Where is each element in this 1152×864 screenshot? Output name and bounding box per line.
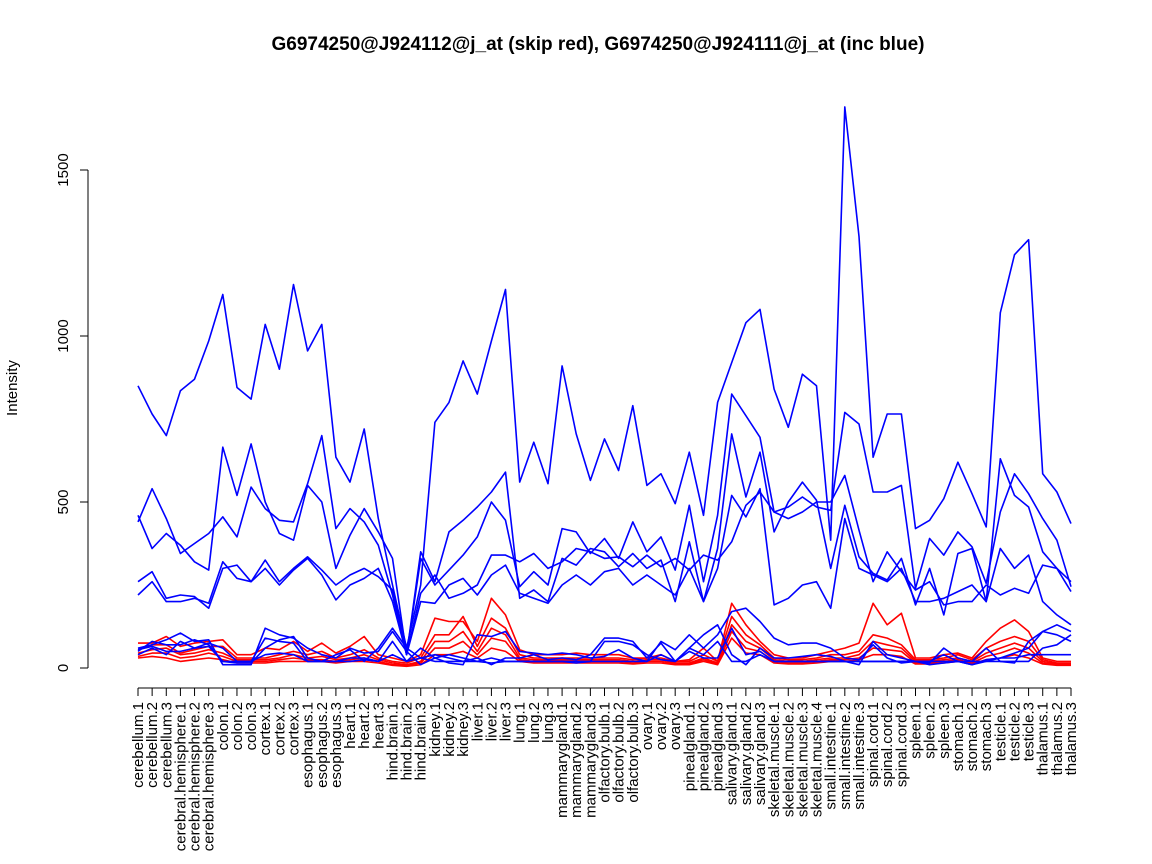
- x-tick-label: pinealgland.2: [695, 702, 712, 791]
- chart-title: G6974250@J924112@j_at (skip red), G69742…: [272, 34, 925, 55]
- x-axis: cerebellum.1cerebellum.2cerebellum.3cere…: [130, 687, 1080, 851]
- x-tick-label: kidney.3: [455, 702, 472, 757]
- x-tick-label: skeletal.muscle.1: [766, 702, 783, 817]
- x-tick-label: mammarygland.2: [568, 702, 585, 818]
- x-tick-label: lung.3: [540, 702, 557, 743]
- skip-series-line: [138, 597, 1071, 663]
- x-tick-label: cortex.3: [286, 702, 303, 755]
- x-tick-label: cortex.2: [271, 702, 288, 755]
- x-tick-label: olfactory.bulb.2: [611, 702, 628, 803]
- x-tick-label: heart.3: [370, 702, 387, 749]
- x-tick-label: stomach.2: [964, 702, 981, 771]
- x-tick-label: cerebral.hemisphere.2: [187, 702, 204, 851]
- x-tick-label: liver.1: [469, 702, 486, 741]
- inc-series-line: [137, 106, 1072, 649]
- x-tick-label: spinal.cord.1: [865, 702, 882, 787]
- x-tick-label: cortex.1: [257, 702, 274, 755]
- x-tick-label: stomach.1: [950, 702, 967, 771]
- x-tick-label: spleen.2: [922, 702, 939, 759]
- x-tick-label: mammarygland.1: [554, 702, 571, 818]
- x-tick-label: skeletal.muscle.4: [809, 702, 826, 817]
- x-tick-label: ovary.1: [639, 702, 656, 750]
- y-axis-label: Intensity: [4, 360, 21, 416]
- inc-series-line: [137, 433, 1072, 656]
- x-tick-label: cerebral.hemisphere.3: [201, 702, 218, 851]
- inc-series-line: [137, 634, 1072, 664]
- x-tick-label: thalamus.3: [1063, 702, 1080, 775]
- plot-series: [137, 106, 1072, 668]
- inc-series-line: [137, 487, 1072, 656]
- x-tick-label: liver.3: [498, 702, 515, 741]
- x-tick-label: skeletal.muscle.3: [794, 702, 811, 817]
- x-tick-label: hind.brain.2: [399, 702, 416, 780]
- x-tick-label: testicle.1: [992, 702, 1009, 761]
- x-tick-label: salivary.gland.3: [752, 702, 769, 805]
- y-axis: 0 500 1000 1500: [55, 153, 89, 672]
- inc-series-line: [137, 393, 1072, 656]
- x-tick-label: pinealgland.3: [710, 702, 727, 791]
- inc-series-line: [137, 607, 1072, 666]
- x-tick-label: cerebral.hemisphere.1: [172, 702, 189, 851]
- x-tick-label: small.intestine.2: [837, 702, 854, 810]
- y-tick-label: 1500: [55, 153, 72, 186]
- skip-series-line: [137, 615, 1071, 664]
- x-tick-label: hind.brain.1: [384, 702, 401, 780]
- x-tick-label: kidney.2: [441, 702, 458, 757]
- x-tick-label: salivary.gland.2: [738, 702, 755, 805]
- x-tick-label: heart.1: [342, 702, 359, 749]
- y-tick-label: 500: [55, 489, 72, 514]
- x-tick-label: spleen.1: [908, 702, 925, 759]
- x-tick-label: testicle.2: [1006, 702, 1023, 761]
- x-tick-label: heart.2: [356, 702, 373, 749]
- x-tick-label: liver.2: [483, 702, 500, 741]
- x-tick-label: spinal.cord.2: [879, 702, 896, 787]
- x-tick-label: esophagus.2: [314, 702, 331, 788]
- x-tick-label: cerebellum.1: [130, 702, 147, 788]
- skip-series-line: [137, 637, 1071, 668]
- x-tick-label: pinealgland.1: [681, 702, 698, 791]
- x-tick-label: olfactory.bulb.1: [597, 702, 614, 803]
- x-tick-label: cerebellum.3: [158, 702, 175, 788]
- x-tick-label: esophagus.1: [300, 702, 317, 788]
- x-tick-label: spleen.3: [936, 702, 953, 759]
- x-tick-label: skeletal.muscle.2: [780, 702, 797, 817]
- x-tick-label: salivary.gland.1: [724, 702, 741, 805]
- x-tick-label: lung.1: [512, 702, 529, 743]
- x-tick-label: mammarygland.3: [582, 702, 599, 818]
- x-tick-label: hind.brain.3: [413, 702, 430, 780]
- x-tick-label: colon.3: [243, 702, 260, 750]
- x-tick-label: esophagus.3: [328, 702, 345, 788]
- x-tick-label: colon.2: [229, 702, 246, 750]
- y-tick-label: 1000: [55, 319, 72, 352]
- x-tick-label: thalamus.2: [1049, 702, 1066, 775]
- x-tick-label: small.intestine.3: [851, 702, 868, 810]
- x-tick-label: ovary.3: [667, 702, 684, 750]
- x-tick-label: thalamus.1: [1035, 702, 1052, 775]
- x-tick-label: small.intestine.1: [823, 702, 840, 810]
- x-tick-label: ovary.2: [653, 702, 670, 750]
- inc-series-line: [137, 474, 1072, 656]
- x-tick-label: olfactory.bulb.3: [625, 702, 642, 803]
- x-tick-label: spinal.cord.3: [893, 702, 910, 787]
- x-tick-label: colon.1: [215, 702, 232, 750]
- x-tick-label: kidney.1: [427, 702, 444, 757]
- x-tick-label: testicle.3: [1021, 702, 1038, 761]
- x-tick-label: lung.2: [526, 702, 543, 743]
- x-tick-label: cerebellum.2: [144, 702, 161, 788]
- y-tick-label: 0: [55, 664, 72, 672]
- x-tick-label: stomach.3: [978, 702, 995, 771]
